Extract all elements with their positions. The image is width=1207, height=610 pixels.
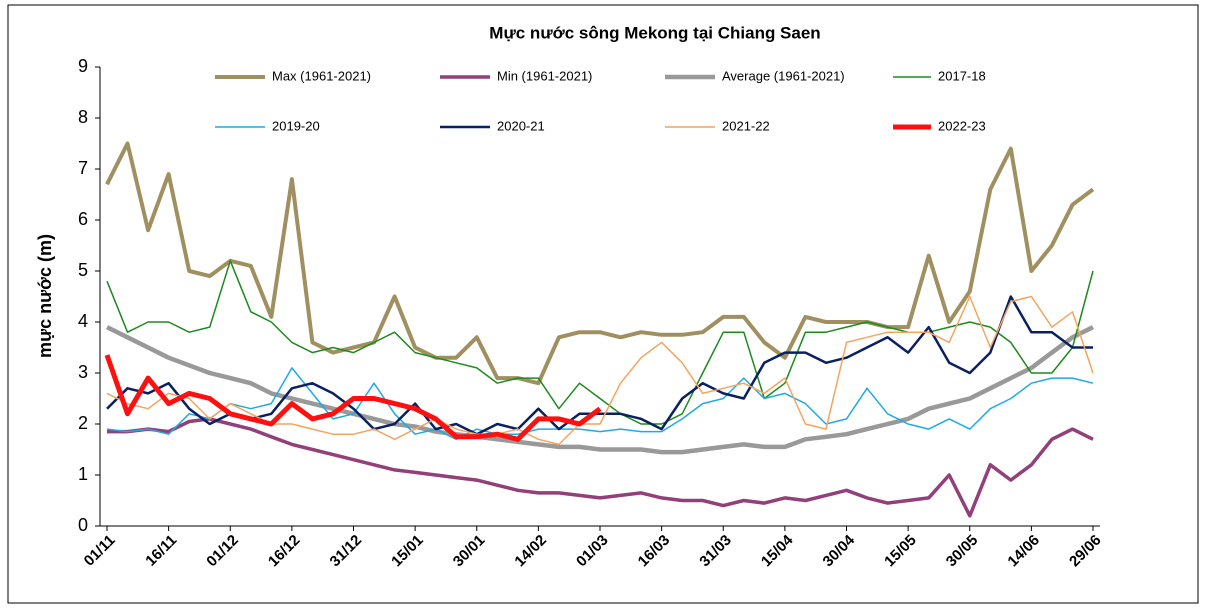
y-tick-label: 4 (78, 311, 88, 331)
series-line (106, 367, 1094, 441)
series-line (105, 325, 1095, 455)
legend-label: 2019-20 (272, 118, 320, 133)
series-line (104, 354, 602, 442)
legend-label: Min (1961-2021) (497, 68, 592, 83)
series-line (106, 295, 1093, 436)
y-tick-label: 5 (78, 260, 88, 280)
chart-border (7, 4, 1199, 604)
legend-label: 2021-22 (722, 118, 770, 133)
legend-label: 2022-23 (938, 118, 986, 133)
y-tick-label: 3 (78, 362, 88, 382)
y-tick-label: 7 (78, 158, 88, 178)
legend-label: 2017-18 (938, 68, 986, 83)
chart-title: Mực nước sông Mekong tại Chiang Saen (489, 23, 820, 42)
legend-label: Max (1961-2021) (272, 68, 371, 83)
series-line (107, 417, 1094, 518)
y-tick-label: 2 (78, 413, 88, 433)
y-axis-label: mực nước (m) (35, 234, 55, 358)
legend-label: 2020-21 (497, 118, 545, 133)
y-tick-label: 6 (78, 209, 88, 229)
legend-label: Average (1961-2021) (722, 68, 845, 83)
series-line (105, 141, 1095, 386)
y-tick-label: 9 (78, 56, 88, 76)
y-tick-label: 0 (78, 515, 88, 535)
y-tick-label: 8 (78, 107, 88, 127)
y-tick-label: 1 (78, 464, 88, 484)
